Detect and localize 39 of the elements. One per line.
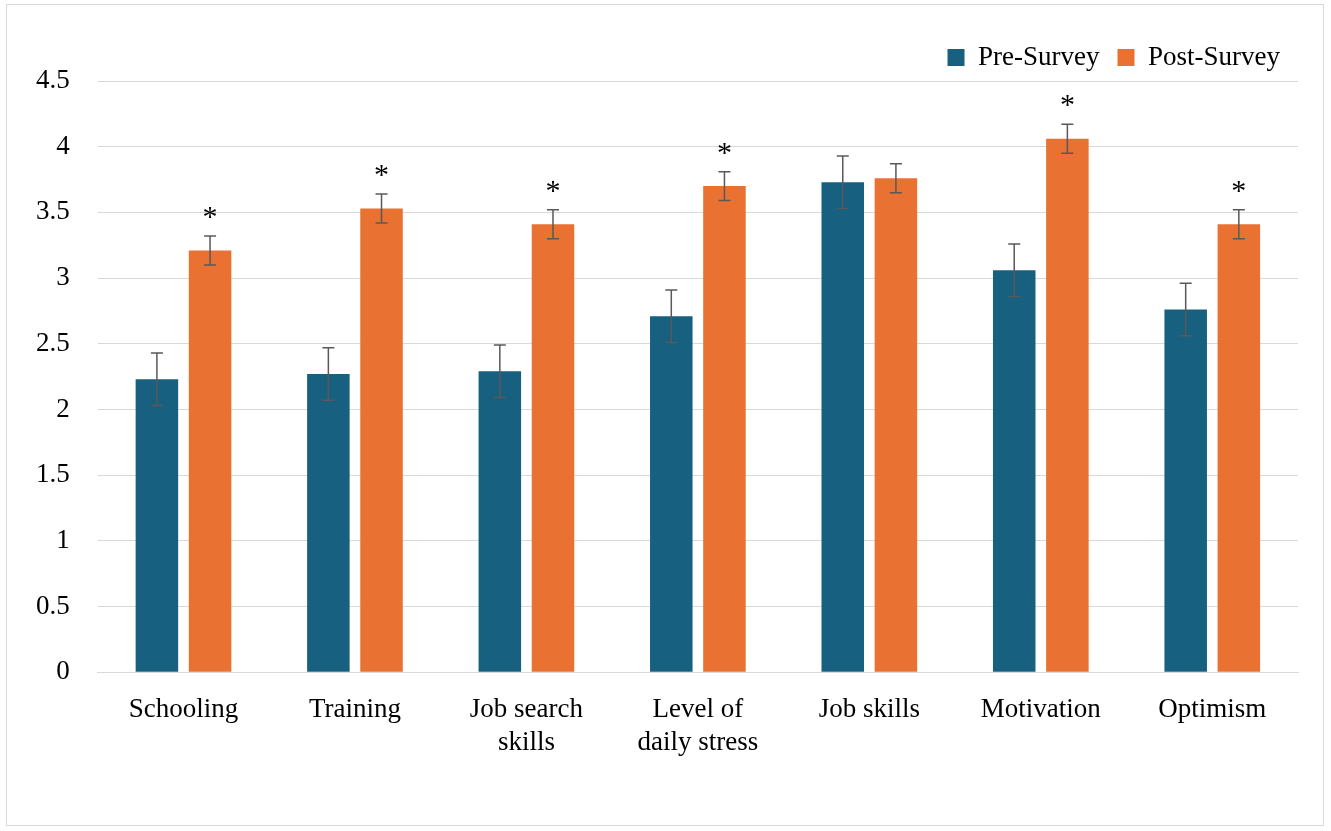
x-tick-label: Motivation bbox=[980, 693, 1102, 724]
data-label: * bbox=[202, 198, 218, 232]
y-tick-label: 4.5 bbox=[36, 64, 70, 95]
bar bbox=[1217, 224, 1261, 672]
data-label: * bbox=[716, 134, 732, 168]
y-tick-label: 3 bbox=[56, 261, 70, 292]
y-tick-label: 2 bbox=[56, 392, 70, 423]
legend-label: Post-Survey bbox=[1147, 40, 1281, 71]
y-tick-label: 4 bbox=[56, 129, 71, 160]
y-tick-label: 1 bbox=[56, 523, 70, 554]
data-label: * bbox=[1231, 172, 1247, 206]
bar bbox=[1046, 138, 1089, 672]
bar bbox=[135, 379, 179, 672]
bar bbox=[821, 182, 865, 672]
x-tick-label: Optimism bbox=[1158, 693, 1267, 724]
data-label: * bbox=[374, 156, 390, 190]
bar bbox=[307, 373, 350, 672]
bar bbox=[703, 186, 746, 672]
y-tick-label: 3.5 bbox=[36, 195, 70, 226]
data-label: * bbox=[545, 172, 561, 206]
x-tick-label: Job skills bbox=[818, 693, 920, 724]
bar bbox=[360, 208, 403, 672]
x-tick-label: Job search skills bbox=[469, 693, 584, 756]
bar bbox=[650, 316, 693, 672]
bar bbox=[188, 250, 232, 672]
bar bbox=[874, 178, 918, 672]
x-tick-label: Level of daily stress bbox=[637, 693, 759, 756]
y-tick-label: 0.5 bbox=[36, 589, 70, 620]
data-label: * bbox=[1059, 87, 1075, 121]
x-tick-label: Training bbox=[308, 693, 401, 724]
legend-label: Pre-Survey bbox=[978, 40, 1100, 71]
y-tick-label: 1.5 bbox=[36, 458, 70, 489]
bar bbox=[1164, 309, 1207, 672]
bar bbox=[531, 224, 575, 672]
bar bbox=[478, 371, 522, 672]
bar bbox=[992, 270, 1036, 672]
y-tick-label: 2.5 bbox=[36, 326, 70, 357]
y-tick-label: 0 bbox=[56, 655, 70, 686]
x-tick-label: Schooling bbox=[128, 693, 239, 724]
